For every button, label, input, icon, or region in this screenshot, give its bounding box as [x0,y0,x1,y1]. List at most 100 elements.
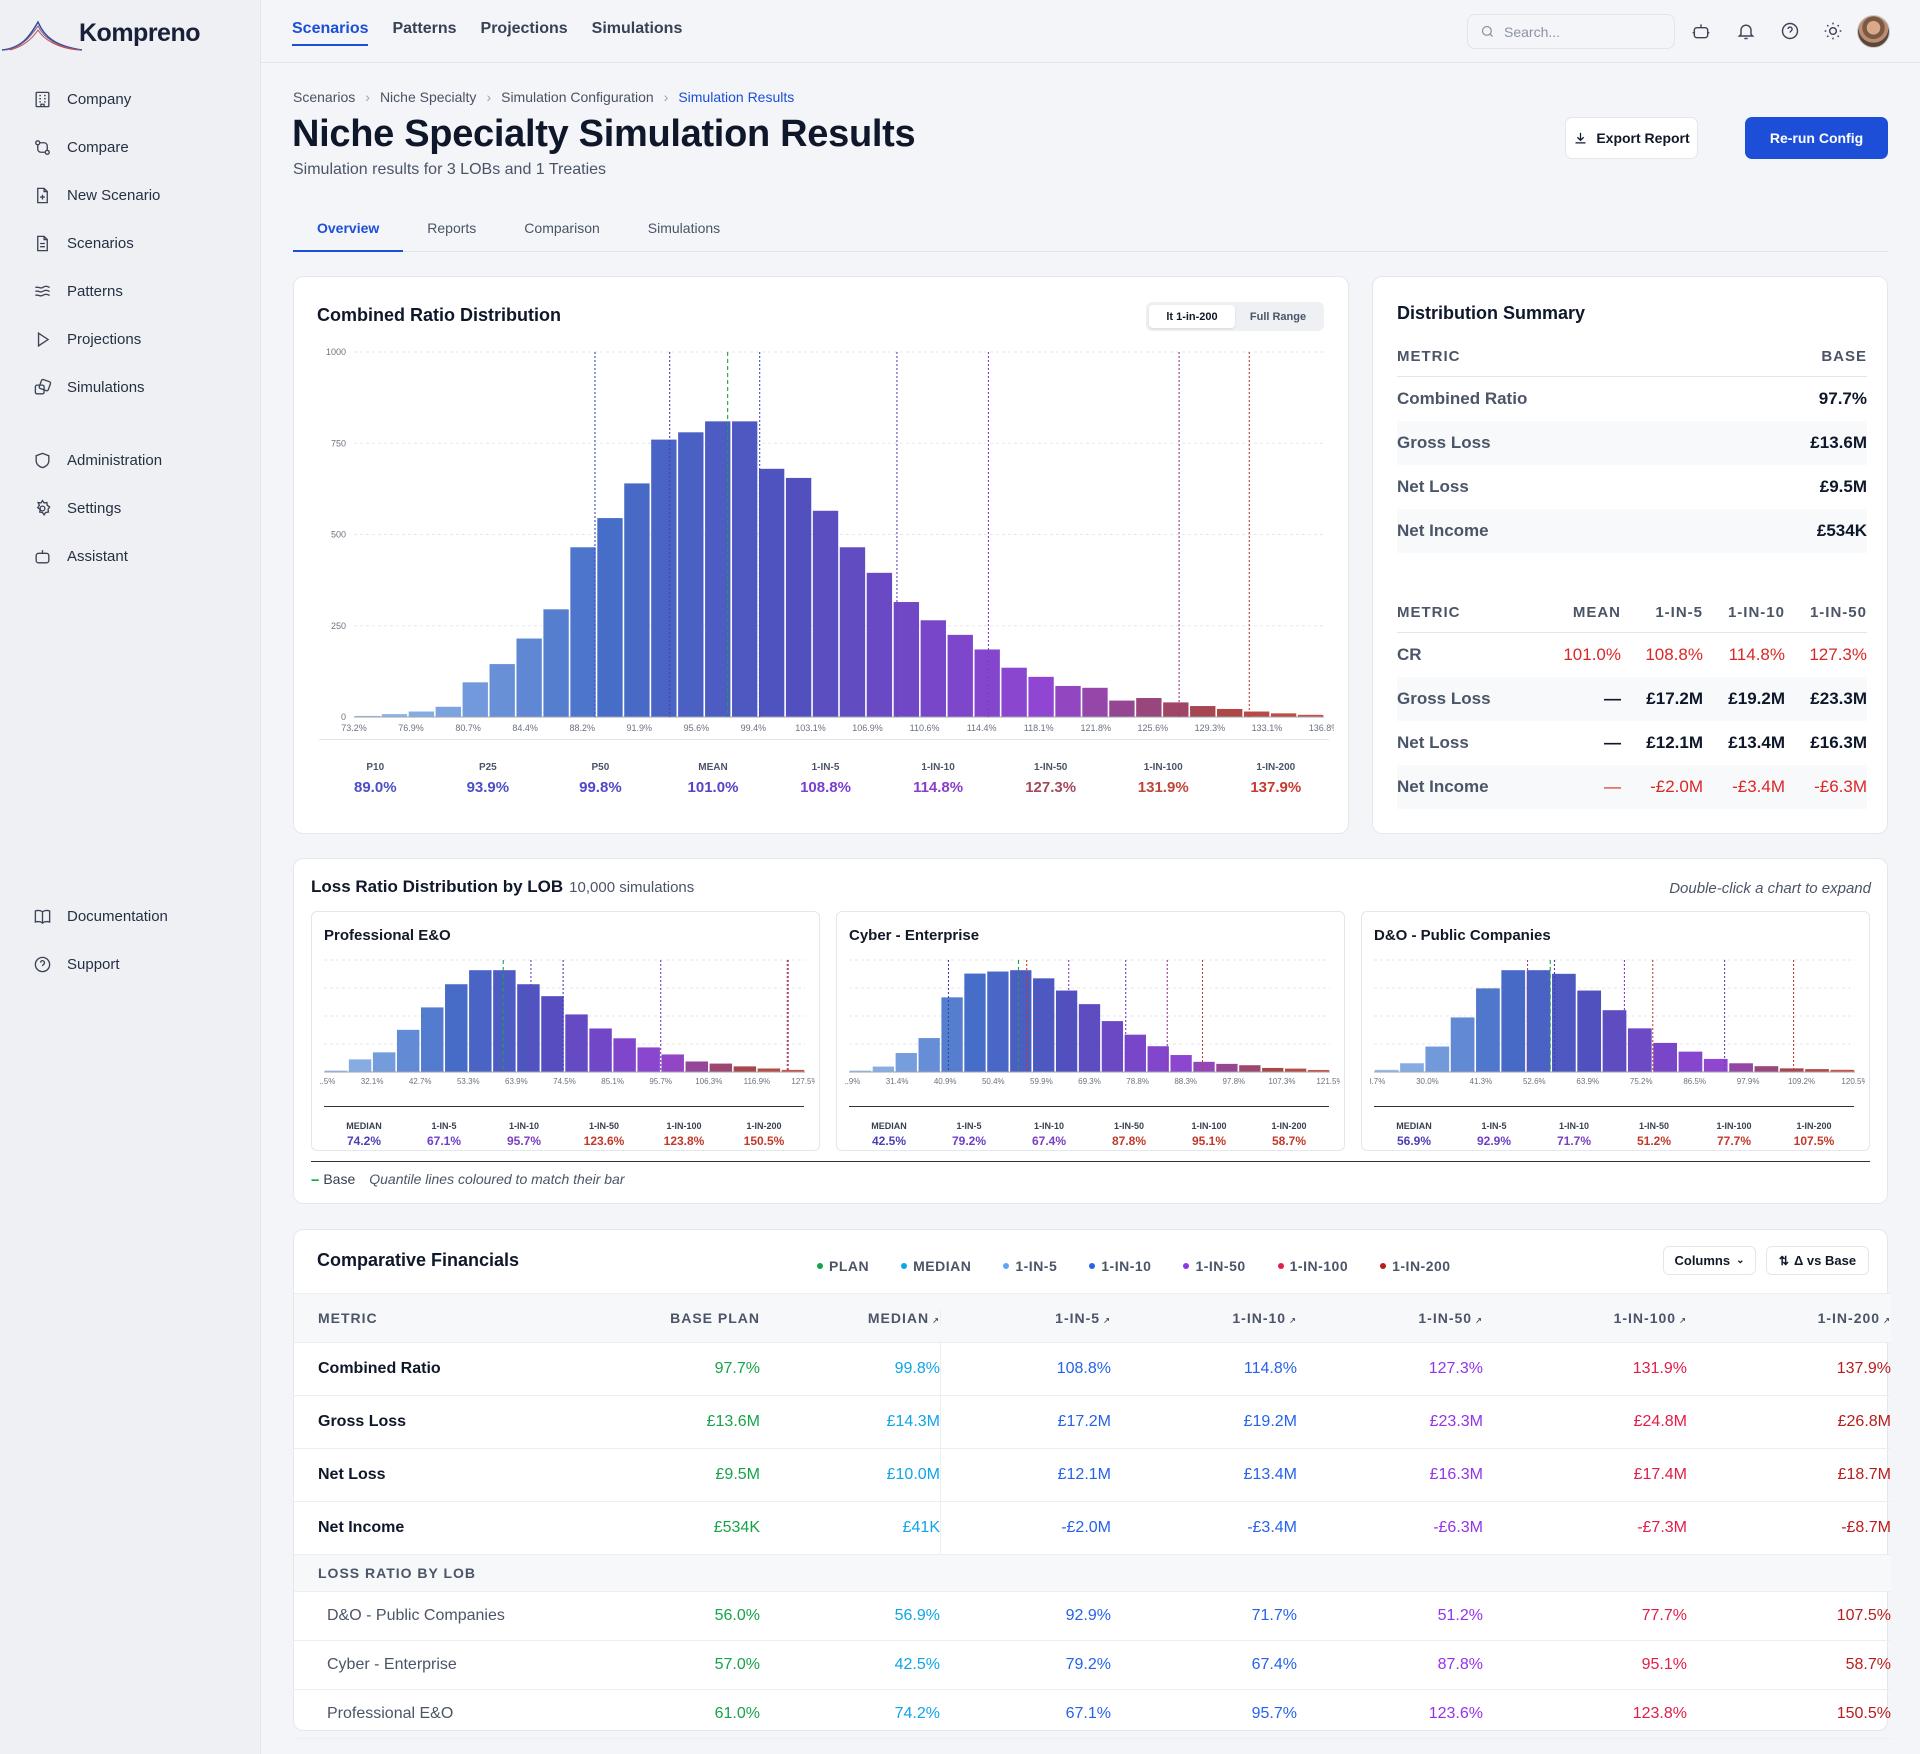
histogram-bar [421,1007,444,1072]
legend-dot-icon [817,1263,823,1269]
summary-metric: Net Loss [1397,733,1469,752]
quantile-1-in-100: 1-IN-100 131.9% [1107,762,1220,796]
lob-quantile-label: 1-IN-5 [956,1121,982,1131]
top-tab-simulations[interactable]: Simulations [591,20,683,37]
col-header-label: 1-IN-5 [1055,1310,1101,1326]
histogram-bar [1653,1042,1677,1072]
financials-cell: £16.3M [1429,1466,1483,1483]
tab-comparison[interactable]: Comparison [524,220,600,236]
legend-item: 1-IN-50 [1183,1258,1261,1274]
x-tick-label: 84.4% [512,723,538,733]
columns-button[interactable]: Columns ⌄ [1663,1246,1756,1275]
col-header[interactable]: MEDIAN ↗ [760,1310,940,1326]
theme-sun-icon[interactable] [1822,20,1844,42]
summary-quantile-row: Gross Loss — £17.2M £19.2M £23.3M [1397,677,1867,721]
search-icon [1481,25,1493,37]
help-icon[interactable] [1779,20,1801,42]
legend-base: Base [323,1171,356,1187]
histogram-bar [1805,1069,1829,1072]
sidebar-item-administration[interactable]: Administration [0,436,260,484]
sidebar-item-settings[interactable]: Settings [0,484,260,532]
histogram-bar [781,1069,805,1072]
x-tick-label: 107.3% [1268,1077,1295,1086]
avatar[interactable] [1857,15,1890,48]
top-tab-patterns[interactable]: Patterns [392,20,457,37]
search-input[interactable]: Search... [1504,23,1561,40]
lob-sims: 10,000 simulations [569,879,695,896]
chevron-right-icon: › [486,89,492,105]
histogram-bar [589,1028,612,1072]
histogram-bar [1501,970,1526,1072]
sidebar-item-compare[interactable]: Compare [0,123,260,171]
chevron-right-icon: › [663,89,669,105]
breadcrumb-item[interactable]: Simulation Configuration [501,89,654,105]
quantile-value: 93.9% [466,779,510,796]
col-header[interactable]: 1-IN-10 ↗ [1111,1310,1297,1326]
lob-quantile-value: 56.9% [1396,1134,1432,1148]
histogram-bar [757,1068,781,1072]
sidebar-item-support[interactable]: Support [0,940,260,988]
lob-quantile: 1-IN-50 123.6% [564,1107,644,1148]
lob-quantile-value: 74.2% [346,1134,382,1148]
top-tab-scenarios[interactable]: Scenarios [292,0,369,46]
x-tick-label: 31.4% [886,1077,909,1086]
quantile-label: 1-IN-5 [811,762,840,773]
lob-quantile: 1-IN-50 87.8% [1089,1107,1169,1148]
tab-overview[interactable]: Overview [293,207,404,252]
lob-quantile-value: 107.5% [1793,1134,1835,1148]
distribution-summary-card: Distribution Summary METRIC BASE Combined … [1372,276,1888,834]
tab-simulations[interactable]: Simulations [647,220,721,236]
breadcrumb-item[interactable]: Scenarios [293,89,356,105]
x-tick-label: 75.2% [1630,1077,1653,1086]
top-tab-projections[interactable]: Projections [480,20,568,37]
histogram-bar [613,1038,636,1072]
histogram-bar [597,518,623,717]
search-box[interactable]: Search... [1467,14,1675,49]
export-report-button[interactable]: Export Report [1565,117,1698,159]
lob-chart-d-o-public-companies[interactable]: D&O - Public Companies 18.7% 30.0% 41.3% 52.… [1361,911,1870,1151]
col-header[interactable]: 1-IN-50 ↗ [1297,1310,1483,1326]
col-header-label: 1-IN-200 [1817,1310,1881,1326]
legend-dot-icon [1089,1263,1096,1269]
quantile-value: 99.8% [579,779,622,796]
lob-quantile-value: 123.6% [583,1134,625,1148]
financials-cell: 95.1% [1641,1656,1687,1673]
combined-ratio-card: Combined Ratio Distribution lt 1-in-200 … [293,276,1349,834]
sidebar-item-projections[interactable]: Projections [0,315,260,363]
lob-quantile-label: 1-IN-5 [431,1121,457,1131]
legend-dot-icon [901,1263,908,1269]
toggle-lt-1-in-200[interactable]: lt 1-in-200 [1149,305,1235,328]
rerun-config-button[interactable]: Re-run Config [1745,117,1888,159]
histogram-bar [469,970,492,1072]
sidebar-item-simulations[interactable]: Simulations [0,363,260,411]
sidebar-item-new-scenario[interactable]: New Scenario [0,171,260,219]
financials-cell: 150.5% [1836,1705,1891,1722]
breadcrumb-item[interactable]: Niche Specialty [379,89,477,105]
col-header[interactable]: 1-IN-100 ↗ [1483,1310,1687,1326]
bell-icon[interactable] [1735,20,1757,42]
histogram-bar [866,572,893,717]
lob-chart-professional-e-o[interactable]: Professional E&O 21.5% 32.1% 42.7% 53.3% 63.9… [311,911,820,1151]
sidebar-item-scenarios[interactable]: Scenarios [0,219,260,267]
x-tick-label: 88.3% [1174,1077,1197,1086]
sidebar-item-documentation[interactable]: Documentation [0,892,260,940]
bot-icon[interactable] [1690,20,1712,42]
logo[interactable]: Kompreno [0,14,260,56]
toggle-full-range[interactable]: Full Range [1249,310,1307,323]
summary-header-metric: METRIC [1397,604,1461,621]
lob-chart-cyber-enterprise[interactable]: Cyber - Enterprise 21.9% 31.4% 40.9% 50.4% 59… [836,911,1345,1151]
summary-cell: -£6.3M [1814,777,1867,796]
histogram-bar [489,664,515,717]
col-header[interactable]: 1-IN-200 ↗ [1687,1310,1891,1326]
col-header[interactable]: 1-IN-5 ↗ [940,1310,1111,1326]
delta-label: Δ vs Base [1793,1253,1857,1268]
delta-vs-base-button[interactable]: ⇅ Δ vs Base [1766,1246,1869,1275]
lob-quantile-label: MEDIAN [346,1121,382,1131]
sidebar-item-assistant[interactable]: Assistant [0,532,260,580]
x-tick-label: 73.2% [341,723,367,733]
sidebar-item-company[interactable]: Company [0,75,260,123]
summary-header-col: 1-IN-50 [1809,604,1867,621]
tab-reports[interactable]: Reports [427,220,477,236]
sidebar-item-patterns[interactable]: Patterns [0,267,260,315]
col-header[interactable]: BASE PLAN [580,1310,760,1326]
